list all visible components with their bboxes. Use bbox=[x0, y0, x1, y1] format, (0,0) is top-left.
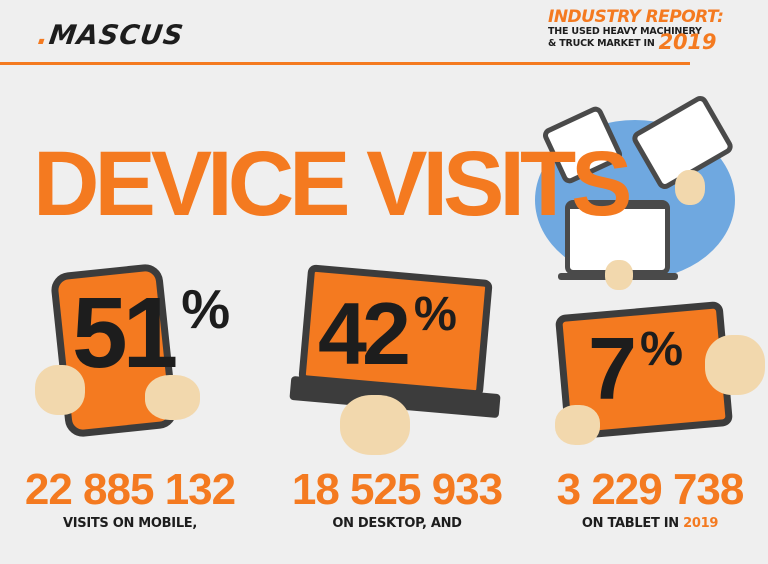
hand-icon bbox=[675, 170, 705, 205]
tablet-label: ON TABLET IN 2019 bbox=[581, 516, 719, 531]
mobile-count: 22 885 132 bbox=[24, 465, 236, 514]
hand-icon bbox=[555, 405, 600, 445]
desktop-percent: 42% bbox=[318, 284, 457, 383]
hand-icon bbox=[340, 395, 410, 455]
header-divider bbox=[0, 62, 690, 65]
report-header: INDUSTRY REPORT: THE USED HEAVY MACHINER… bbox=[548, 7, 738, 53]
hand-icon bbox=[705, 335, 765, 395]
hand-icon bbox=[145, 375, 200, 420]
mascus-logo: .MASCUS bbox=[35, 20, 186, 51]
mobile-percent: 51% bbox=[72, 276, 231, 389]
page-title: DEVICE VISITS bbox=[33, 133, 632, 235]
tablet-count: 3 229 738 bbox=[556, 465, 745, 514]
desktop-label: ON DESKTOP, AND bbox=[332, 516, 462, 531]
tablet-percent: 7% bbox=[588, 319, 683, 418]
report-year: 2019 bbox=[658, 30, 717, 54]
hand-icon bbox=[35, 365, 85, 415]
desktop-count: 18 525 933 bbox=[291, 465, 503, 514]
devices-illustration bbox=[520, 93, 750, 295]
report-title: INDUSTRY REPORT: bbox=[548, 7, 724, 27]
hand-icon bbox=[605, 260, 633, 290]
mobile-label: VISITS ON MOBILE, bbox=[62, 516, 198, 531]
